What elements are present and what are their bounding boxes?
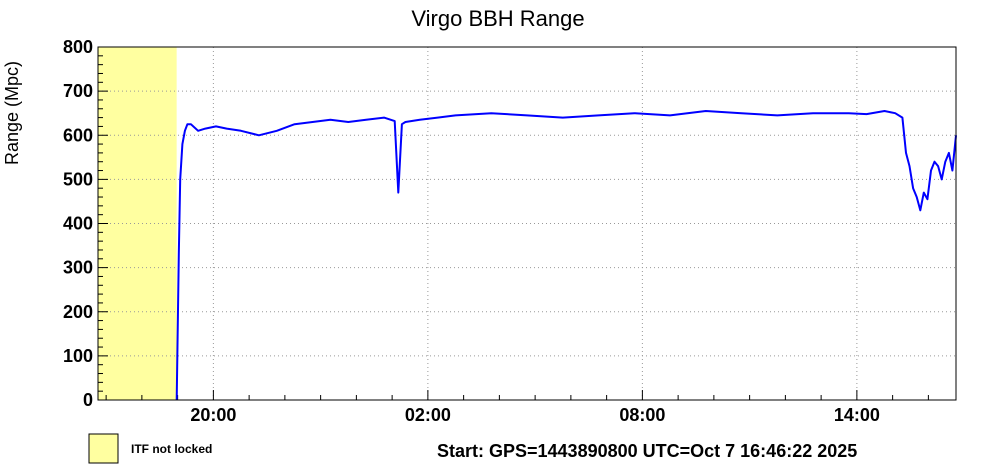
legend: ITF not locked <box>88 433 212 464</box>
y-tick-label: 600 <box>63 125 93 145</box>
y-axis-label: Range (Mpc) <box>2 61 22 165</box>
minor-tick-layer <box>98 46 929 401</box>
x-tick-label: 14:00 <box>834 405 880 425</box>
legend-swatch <box>88 433 119 464</box>
chart-title: Virgo BBH Range <box>411 6 584 31</box>
y-tick-label: 500 <box>63 169 93 189</box>
grid-layer <box>98 47 956 400</box>
y-tick-labels: 0 100 200 300 400 500 600 700 800 <box>63 37 93 410</box>
range-series-line <box>175 110 957 401</box>
start-time-footer: Start: GPS=1443890800 UTC=Oct 7 16:46:22… <box>437 441 857 461</box>
y-tick-label: 100 <box>63 346 93 366</box>
not-locked-shading-layer <box>98 47 177 400</box>
x-tick-label: 08:00 <box>619 405 665 425</box>
y-tick-label: 200 <box>63 302 93 322</box>
legend-label: ITF not locked <box>131 442 212 456</box>
x-tick-label: 02:00 <box>405 405 451 425</box>
y-tick-label: 300 <box>63 258 93 278</box>
y-tick-label: 400 <box>63 214 93 234</box>
plot-frame <box>97 46 957 401</box>
not-locked-region <box>98 47 177 400</box>
series-layer <box>175 110 957 401</box>
x-tick-label: 20:00 <box>190 405 236 425</box>
x-tick-labels: 20:00 02:00 08:00 14:00 <box>190 405 880 425</box>
y-tick-label: 800 <box>63 37 93 57</box>
y-tick-label: 700 <box>63 81 93 101</box>
y-tick-label: 0 <box>83 390 93 410</box>
